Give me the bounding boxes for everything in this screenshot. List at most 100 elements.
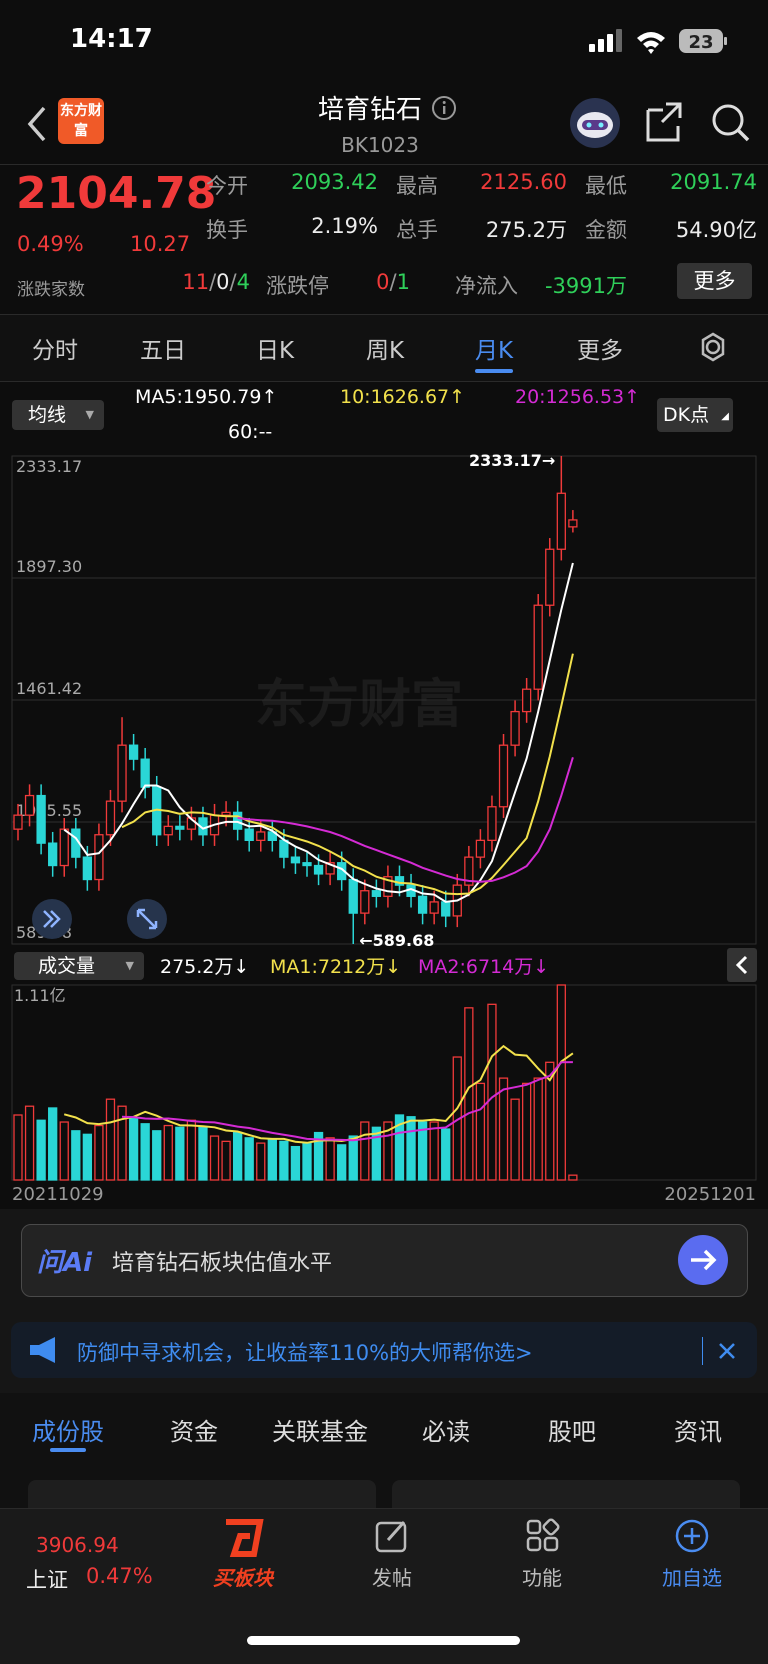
section-tab[interactable]: 股吧 bbox=[548, 1418, 596, 1446]
volume-bar bbox=[429, 1121, 439, 1181]
start-date: 20211029 bbox=[12, 1184, 104, 1205]
candle-body bbox=[140, 758, 150, 788]
banner-close[interactable] bbox=[716, 1340, 738, 1362]
limit-up: 0 bbox=[376, 270, 390, 294]
field-label: 最低 bbox=[585, 174, 627, 198]
field-value: 2091.74 bbox=[670, 170, 757, 194]
candle-body bbox=[232, 811, 243, 830]
candle-body bbox=[59, 828, 69, 867]
banner[interactable] bbox=[11, 1322, 757, 1378]
y-tick-label: 1897.30 bbox=[16, 557, 82, 576]
candle-body bbox=[163, 825, 173, 836]
flat-count: 0 bbox=[216, 270, 230, 294]
volume-bar bbox=[487, 1003, 497, 1181]
separator: / bbox=[389, 270, 397, 294]
section-tab[interactable]: 资讯 bbox=[674, 1418, 722, 1446]
candle-body bbox=[290, 856, 301, 864]
price-chart: 2333.171897.301461.421025.55589.682333.1… bbox=[11, 451, 757, 950]
candle-body bbox=[279, 839, 289, 858]
candle-body bbox=[383, 876, 393, 897]
candle-body bbox=[105, 800, 116, 836]
candle-body bbox=[510, 710, 520, 746]
candle-body bbox=[475, 839, 486, 858]
volume-bar bbox=[533, 1077, 543, 1181]
volume-bar bbox=[510, 1098, 520, 1181]
nav-item[interactable]: 功能 bbox=[522, 1566, 562, 1590]
volume-bar bbox=[140, 1123, 150, 1181]
tab[interactable]: 分时 bbox=[32, 338, 78, 364]
chart-nav-buttons[interactable] bbox=[30, 897, 190, 941]
volume-bar bbox=[117, 1105, 127, 1181]
banner-text: 防御中寻求机会，让收益率110%的大师帮你选> bbox=[77, 1341, 533, 1365]
tab[interactable]: 日K bbox=[255, 338, 295, 364]
volume-bar bbox=[256, 1142, 266, 1181]
volume-bar bbox=[198, 1126, 208, 1181]
dk-label: DK点 bbox=[663, 404, 710, 426]
volume-bar bbox=[498, 1077, 509, 1181]
tab[interactable]: 更多 bbox=[577, 338, 623, 364]
candle-body bbox=[117, 744, 127, 802]
candle-body bbox=[325, 862, 335, 875]
volume-select[interactable]: 成交量 ▼ bbox=[14, 952, 144, 980]
volume-bar bbox=[417, 1121, 428, 1181]
volume-bar bbox=[521, 1082, 532, 1181]
info-icon[interactable] bbox=[431, 95, 457, 121]
index-price: 3906.94 bbox=[36, 1533, 119, 1557]
volume-bar bbox=[82, 1133, 93, 1181]
nav-item[interactable]: 发帖 bbox=[372, 1566, 412, 1590]
status-time: 14:17 bbox=[70, 24, 153, 54]
ma-legend: 60:-- bbox=[228, 421, 273, 443]
section-tab[interactable]: 资金 bbox=[170, 1418, 218, 1446]
ai-send[interactable] bbox=[677, 1234, 729, 1286]
volume-bar bbox=[13, 1114, 23, 1181]
volume-bar bbox=[545, 1061, 555, 1181]
nav-item[interactable]: 买板块 bbox=[213, 1566, 273, 1590]
candle-body bbox=[48, 842, 58, 867]
candle-body bbox=[521, 688, 532, 713]
section-tab[interactable]: 关联基金 bbox=[272, 1418, 368, 1446]
volume-bar bbox=[163, 1124, 173, 1181]
volume-bar bbox=[105, 1098, 116, 1181]
volume-bar bbox=[48, 1107, 58, 1181]
vol-ma-line bbox=[121, 1061, 573, 1142]
change-pct: 0.49% bbox=[17, 232, 84, 256]
end-date: 20251201 bbox=[664, 1184, 756, 1205]
volume-chart: 1.11亿 bbox=[11, 984, 757, 1181]
board-title: 培育钻石 bbox=[317, 95, 422, 125]
tab-active[interactable]: 月K bbox=[474, 338, 514, 364]
nav-item[interactable]: 加自选 bbox=[662, 1566, 722, 1590]
candle-body bbox=[545, 548, 555, 606]
candle-body bbox=[371, 890, 382, 897]
volume-bar bbox=[71, 1130, 81, 1181]
section-tab[interactable]: 必读 bbox=[422, 1418, 470, 1446]
settings-icon[interactable] bbox=[697, 331, 729, 363]
tab[interactable]: 周K bbox=[365, 338, 405, 364]
collapse-button[interactable] bbox=[727, 948, 757, 982]
header-actions[interactable] bbox=[568, 96, 768, 150]
y-tick-label: 1461.42 bbox=[16, 679, 82, 698]
app-logo[interactable]: 东方财富 bbox=[58, 98, 104, 144]
indicator-select[interactable]: 均线 ▼ bbox=[12, 400, 104, 430]
megaphone-icon bbox=[30, 1337, 55, 1363]
breadth: 11/0/4 bbox=[150, 270, 250, 294]
candle-body bbox=[417, 895, 428, 914]
separator: / bbox=[209, 270, 217, 294]
back-button[interactable] bbox=[22, 104, 52, 144]
ma-line bbox=[63, 562, 574, 903]
field-label: 今开 bbox=[206, 174, 248, 198]
inflow: -3991万 bbox=[544, 274, 627, 298]
separator: / bbox=[229, 270, 237, 294]
board-code: BK1023 bbox=[341, 133, 419, 157]
dk-button[interactable]: DK点 ◢ bbox=[657, 398, 733, 432]
section-underline bbox=[50, 1448, 86, 1452]
tab[interactable]: 五日 bbox=[140, 338, 186, 364]
section-tab-active[interactable]: 成份股 bbox=[32, 1418, 104, 1446]
more-button[interactable]: 更多 bbox=[677, 263, 752, 299]
field-label: 换手 bbox=[206, 218, 248, 242]
volume-bar bbox=[36, 1119, 46, 1181]
candle-body bbox=[429, 901, 439, 914]
candle-body bbox=[221, 811, 231, 816]
ai-bar[interactable] bbox=[21, 1224, 748, 1297]
volume-bar bbox=[267, 1138, 277, 1181]
